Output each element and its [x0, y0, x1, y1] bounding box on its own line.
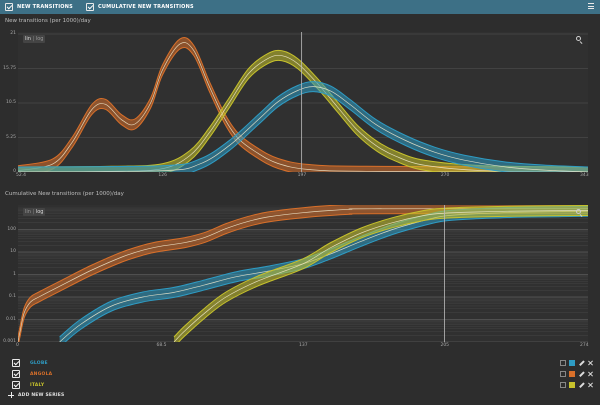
band-edge-upper-globe — [18, 81, 588, 168]
edit-pencil-icon[interactable] — [579, 383, 584, 388]
band-edge-lower-angola — [41, 47, 294, 172]
band-edge-lower-italy — [167, 59, 441, 172]
series-line-angola — [18, 208, 588, 342]
hamburger-menu-icon[interactable] — [588, 3, 595, 11]
remove-x-icon[interactable] — [588, 372, 593, 377]
chart1-scale-toggle[interactable]: lin | log — [23, 35, 46, 43]
series-controls — [560, 381, 593, 389]
series-controls — [560, 370, 593, 378]
x-tick-label: 126 — [158, 173, 167, 178]
add-new-series-label: ADD NEW SERIES — [18, 392, 65, 398]
y-tick-label: 21 — [10, 31, 16, 36]
band-edge-upper-italy — [18, 49, 588, 168]
add-new-series-button[interactable]: ADD NEW SERIES — [8, 392, 64, 398]
band-edge-lower-angola — [18, 213, 588, 342]
chart2-zoom-icon[interactable] — [576, 209, 583, 217]
x-tick-label: 52.4 — [16, 173, 27, 178]
plus-icon — [8, 392, 14, 398]
chart2-scale-sep: | — [32, 209, 35, 215]
series-select-box[interactable] — [560, 382, 566, 388]
series-line-angola — [18, 42, 588, 172]
band-globe — [18, 81, 588, 172]
series-line-italy — [173, 210, 588, 342]
series-row-angola: ANGOLA — [12, 370, 598, 378]
x-tick-label: 0 — [16, 343, 19, 348]
x-tick-label: 205 — [440, 343, 450, 348]
toggle-cumulative-new-transitions[interactable]: CUMULATIVE NEW TRANSITIONS — [85, 3, 194, 11]
series-select-box[interactable] — [560, 371, 566, 377]
checkbox-cumulative-new-transitions[interactable] — [85, 3, 94, 11]
remove-x-icon[interactable] — [588, 361, 593, 366]
y-tick-label: 0.001 — [3, 339, 16, 344]
chart2-plot-area[interactable]: lin | log — [18, 205, 588, 342]
x-tick-label: 197 — [297, 173, 307, 178]
series-visibility-checkbox[interactable] — [12, 370, 20, 378]
series-controls — [560, 359, 593, 367]
edit-pencil-icon[interactable] — [579, 361, 584, 366]
x-tick-label: 137 — [299, 343, 308, 348]
y-tick-label: 15.75 — [3, 65, 16, 71]
toggle-cumulative-label: CUMULATIVE NEW TRANSITIONS — [97, 4, 194, 10]
series-line-globe — [18, 86, 588, 172]
band-angola — [18, 37, 588, 172]
y-tick-label: 5.25 — [5, 134, 16, 140]
y-tick-label: 100 — [7, 226, 16, 232]
chart1-plot-area[interactable]: lin | log — [18, 32, 588, 172]
y-tick-label: 0 — [13, 169, 16, 174]
band-edge-lower-globe — [191, 91, 511, 172]
edit-pencil-icon[interactable] — [579, 372, 584, 377]
toggle-new-transitions-label: NEW TRANSITIONS — [17, 4, 73, 10]
series-color-swatch[interactable] — [569, 371, 575, 377]
band-edge-upper-globe — [59, 205, 588, 338]
band-edge-upper-angola — [18, 37, 588, 168]
band-edge-upper-italy — [173, 205, 588, 338]
series-color-swatch[interactable] — [569, 382, 575, 388]
series-select-box[interactable] — [560, 360, 566, 366]
band-edge-lower-globe — [64, 215, 588, 342]
series-visibility-checkbox[interactable] — [12, 381, 20, 389]
series-visibility-checkbox[interactable] — [12, 359, 20, 367]
remove-x-icon[interactable] — [588, 383, 593, 388]
y-tick-label: 10 — [10, 249, 16, 254]
x-tick-label: 274 — [580, 343, 589, 348]
y-tick-label: 1 — [13, 271, 16, 277]
band-edge-upper-angola — [18, 205, 347, 338]
chart1-scale-sep: | — [32, 36, 35, 42]
x-tick-label: 270 — [440, 173, 450, 178]
x-tick-label: 343 — [580, 173, 589, 178]
chart1-zoom-icon[interactable] — [576, 36, 583, 44]
chart2-scale-lin[interactable]: lin — [25, 209, 31, 215]
series-name: GLOBE — [30, 360, 48, 366]
top-toolbar: NEW TRANSITIONS CUMULATIVE NEW TRANSITIO… — [0, 0, 600, 14]
y-tick-label: 0.01 — [5, 316, 16, 322]
series-name: ANGOLA — [30, 371, 53, 377]
chart2-scale-toggle[interactable]: lin | log — [23, 208, 46, 216]
chart1-title: New transitions (per 1000)/day — [5, 18, 91, 24]
chart1-scale-log[interactable]: log — [35, 36, 44, 42]
series-name: ITALY — [30, 382, 45, 388]
chart2-scale-log[interactable]: log — [35, 209, 44, 215]
chart1-svg — [18, 32, 588, 172]
y-tick-label: 10.5 — [5, 100, 16, 105]
x-tick-label: 68.5 — [156, 343, 167, 348]
toggle-new-transitions[interactable]: NEW TRANSITIONS — [5, 3, 73, 11]
series-color-swatch[interactable] — [569, 360, 575, 366]
band-edge-lower-italy — [177, 215, 588, 342]
series-row-italy: ITALY — [12, 381, 598, 389]
checkbox-new-transitions[interactable] — [5, 3, 13, 11]
y-tick-label: 0.1 — [8, 294, 16, 299]
series-line-italy — [18, 54, 588, 172]
chart2-svg — [18, 205, 588, 342]
chart2-title: Cumulative New transitions (per 1000)/da… — [5, 191, 124, 197]
chart1-scale-lin[interactable]: lin — [25, 36, 31, 42]
series-row-globe: GLOBE — [12, 359, 598, 367]
